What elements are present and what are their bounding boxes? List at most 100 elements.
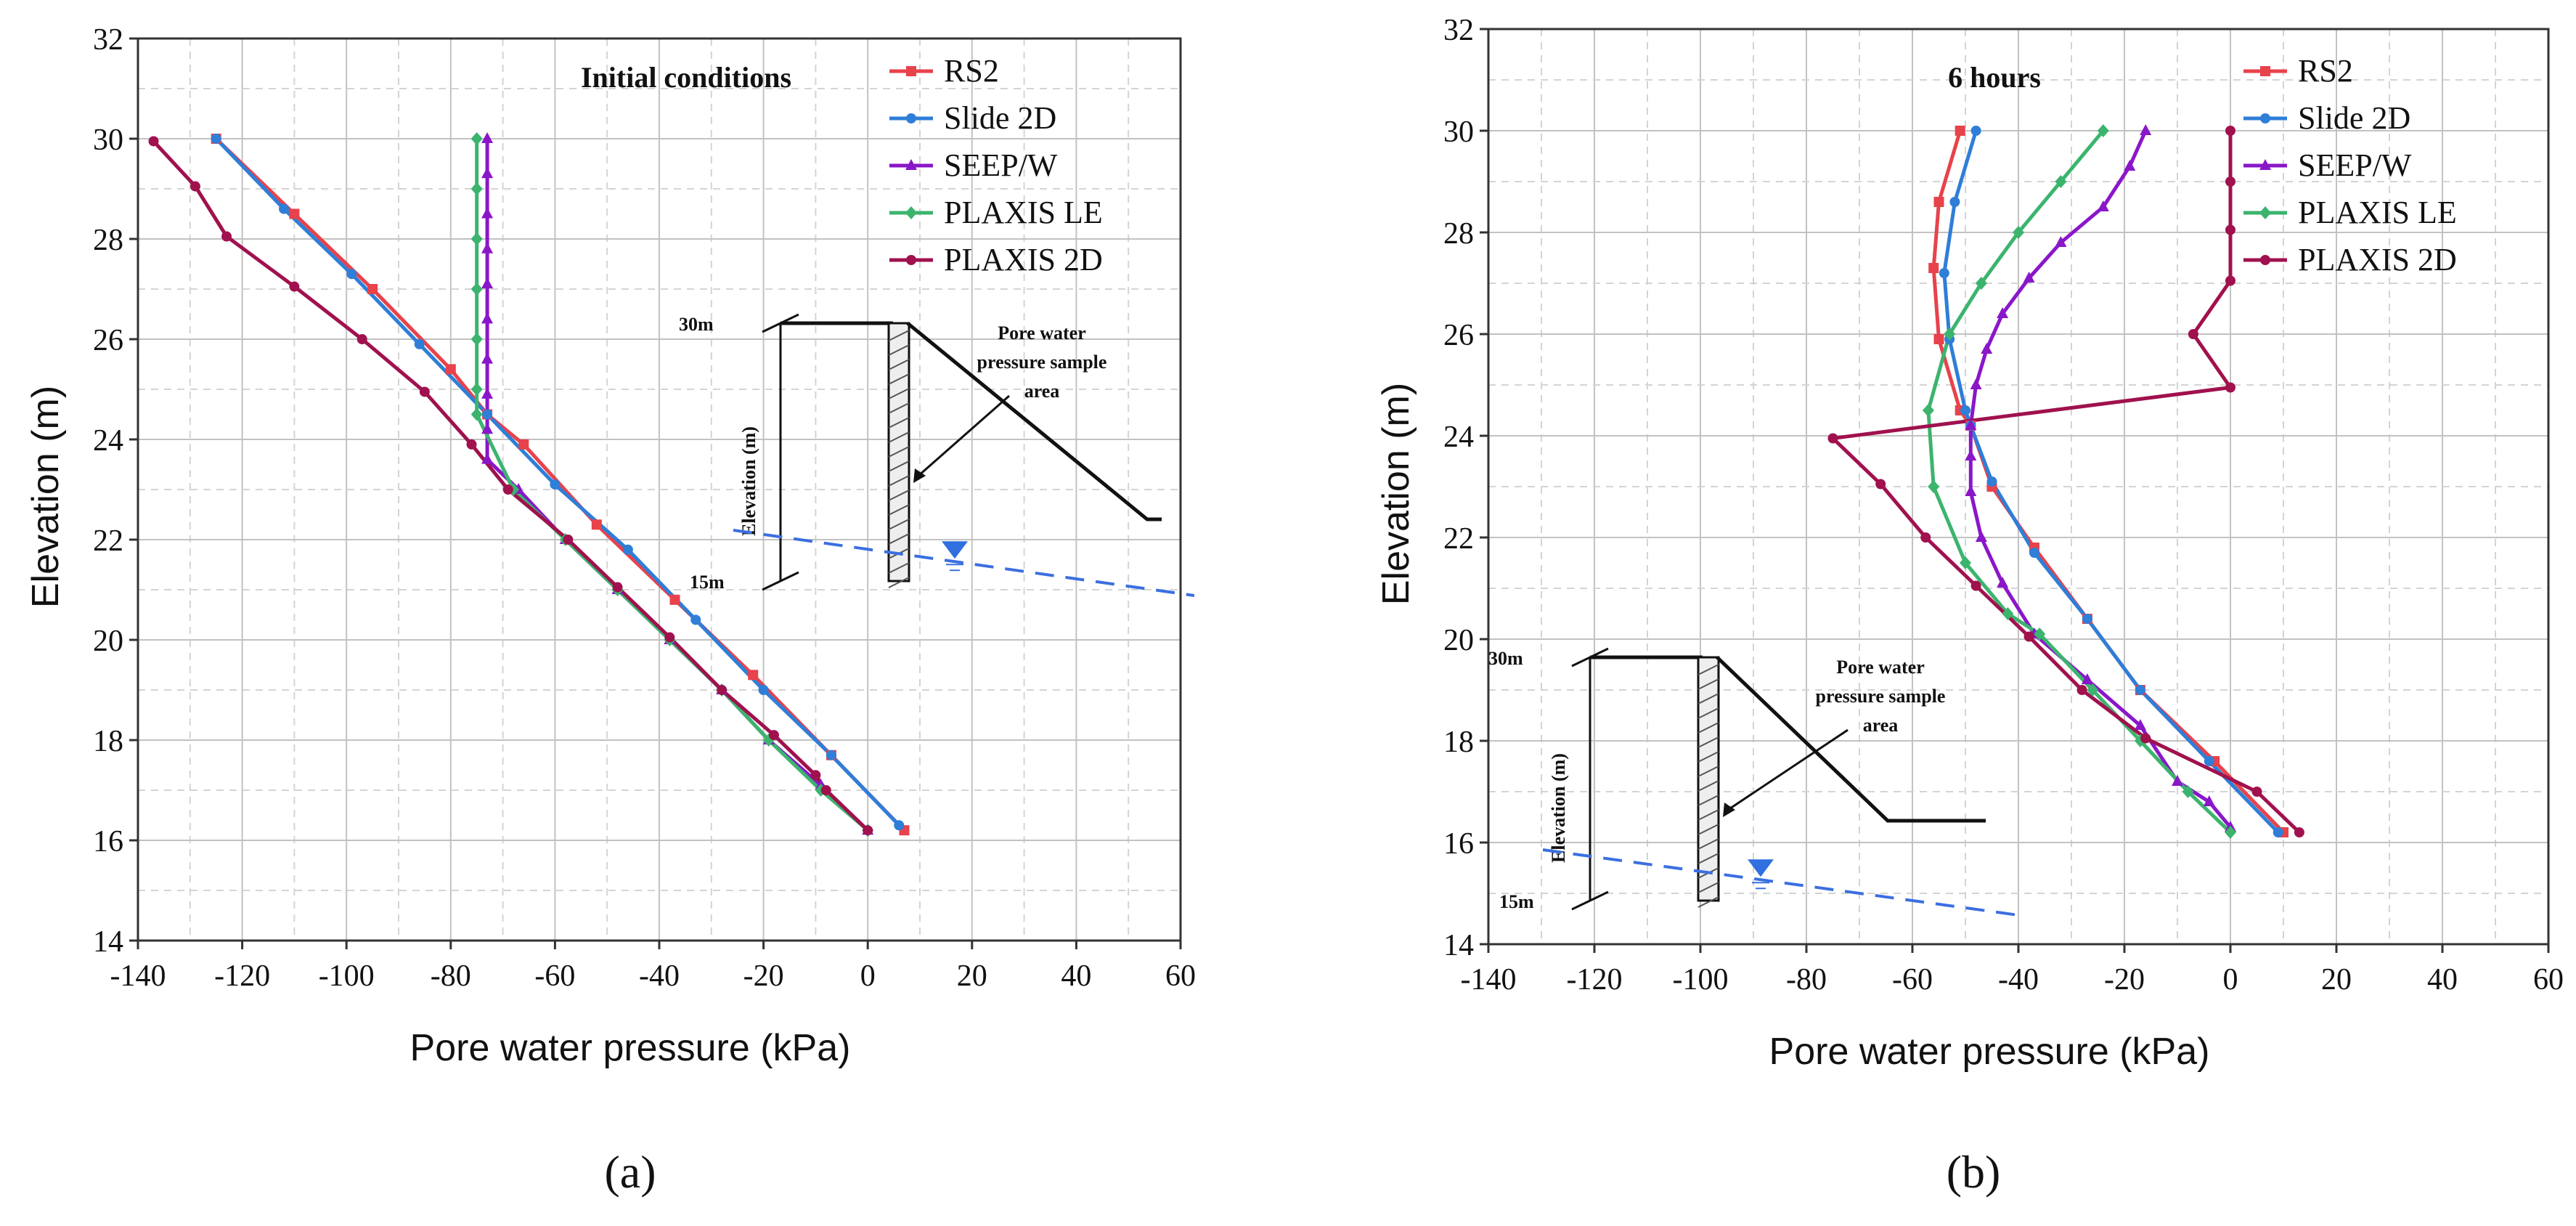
data-point <box>2273 827 2283 837</box>
data-point <box>481 387 494 399</box>
wall-hatch <box>888 504 910 516</box>
inset-bottom-label: 15m <box>690 572 725 593</box>
wall-hatch <box>888 402 910 414</box>
legend-marker <box>906 255 916 265</box>
data-point <box>481 207 494 219</box>
data-point <box>2097 124 2109 137</box>
data-point <box>2124 160 2136 171</box>
data-point <box>2225 826 2236 839</box>
excavation-profile <box>1716 656 1986 823</box>
data-point <box>481 132 494 143</box>
chart-title: Initial conditions <box>581 61 791 94</box>
y-tick-label: 24 <box>93 424 123 458</box>
y-tick-label: 20 <box>1443 624 1474 657</box>
series-line <box>475 139 869 832</box>
inset-annotation: Pore water <box>998 322 1086 344</box>
legend-marker <box>2260 255 2270 265</box>
data-point <box>810 770 821 781</box>
y-tick-label: 18 <box>1443 726 1474 759</box>
data-point <box>612 582 623 593</box>
inset-annotation: pressure sample <box>977 352 1107 373</box>
data-point <box>2134 719 2146 730</box>
legend-marker <box>2259 159 2271 170</box>
x-tick-label: 40 <box>2427 963 2458 996</box>
data-point <box>470 333 483 346</box>
data-point <box>2023 631 2034 642</box>
wall-hatch <box>1697 693 1719 705</box>
data-point <box>1965 450 1977 460</box>
wall-hatch <box>888 475 910 487</box>
x-tick-label: -40 <box>639 959 680 993</box>
wall-hatch <box>1697 853 1719 864</box>
x-axis-label: Pore water pressure (kPa) <box>410 1027 851 1069</box>
legend-marker <box>2260 66 2270 76</box>
data-point <box>2182 785 2194 798</box>
data-point <box>1970 378 1982 389</box>
y-tick-label: 26 <box>1443 319 1474 352</box>
legend-label: Slide 2D <box>2298 100 2410 136</box>
data-point <box>1965 419 1977 430</box>
inset-axis-label: Elevation (m) <box>1548 753 1569 863</box>
wall-hatch <box>888 519 910 530</box>
inset-tick <box>762 571 799 591</box>
data-point <box>470 283 483 296</box>
legend-label: PLAXIS 2D <box>944 242 1103 277</box>
data-point <box>482 409 493 420</box>
data-point <box>1920 532 1931 543</box>
data-point <box>1933 197 1944 207</box>
wall-hatch <box>888 446 910 458</box>
data-point <box>1960 405 1970 415</box>
panel-label-b: (b) <box>1947 1146 2001 1198</box>
data-point <box>664 632 675 643</box>
x-tick-label: 0 <box>2223 963 2238 996</box>
legend: RS2 Slide 2D SEEP/W PLAXIS LE PLAXIS 2D <box>2243 53 2457 277</box>
x-tick-label: -120 <box>1567 963 1623 996</box>
data-point <box>1997 577 2009 588</box>
x-tick-label: -120 <box>214 959 270 993</box>
water-table-icon <box>942 541 968 559</box>
water-table-line <box>733 529 1195 597</box>
data-point <box>419 386 430 397</box>
data-point <box>2294 827 2304 837</box>
wall-hatch <box>1697 722 1719 734</box>
legend-label: SEEP/W <box>944 147 1058 183</box>
data-point <box>748 670 759 681</box>
y-axis-label: Elevation (m) <box>25 386 67 608</box>
data-point <box>1960 556 1971 569</box>
data-point <box>481 167 494 179</box>
data-point <box>1928 263 1939 273</box>
inset-annotation: pressure sample <box>1816 686 1946 707</box>
data-point <box>356 334 367 344</box>
wall-hatch <box>888 388 910 399</box>
y-tick-label: 20 <box>93 625 123 658</box>
y-tick-label: 26 <box>93 324 123 357</box>
data-point <box>2013 226 2024 239</box>
data-point <box>1944 328 1956 341</box>
data-point <box>2203 795 2215 806</box>
data-point <box>481 312 494 324</box>
inset-top-label: 30m <box>1488 648 1523 669</box>
data-point <box>894 820 905 831</box>
data-point <box>470 407 483 421</box>
legend-label: RS2 <box>2298 53 2353 89</box>
chart-title: 6 hours <box>1948 61 2041 94</box>
data-point <box>2055 236 2067 247</box>
data-point <box>1975 531 1987 542</box>
y-tick-label: 30 <box>93 123 123 157</box>
legend-marker <box>2260 113 2270 123</box>
x-tick-label: 20 <box>2321 963 2352 996</box>
data-point <box>289 281 300 292</box>
data-point <box>2055 175 2067 188</box>
legend-marker <box>2259 206 2271 219</box>
wall-hatch <box>1697 736 1719 748</box>
y-tick-label: 24 <box>1443 421 1474 454</box>
wall-hatch <box>1697 882 1719 893</box>
data-point <box>563 535 574 545</box>
x-tick-label: -100 <box>1673 963 1729 996</box>
data-point <box>2023 272 2035 283</box>
data-point <box>148 136 159 147</box>
legend-label: PLAXIS 2D <box>2298 242 2457 277</box>
data-point <box>550 479 561 490</box>
data-point <box>481 423 494 434</box>
